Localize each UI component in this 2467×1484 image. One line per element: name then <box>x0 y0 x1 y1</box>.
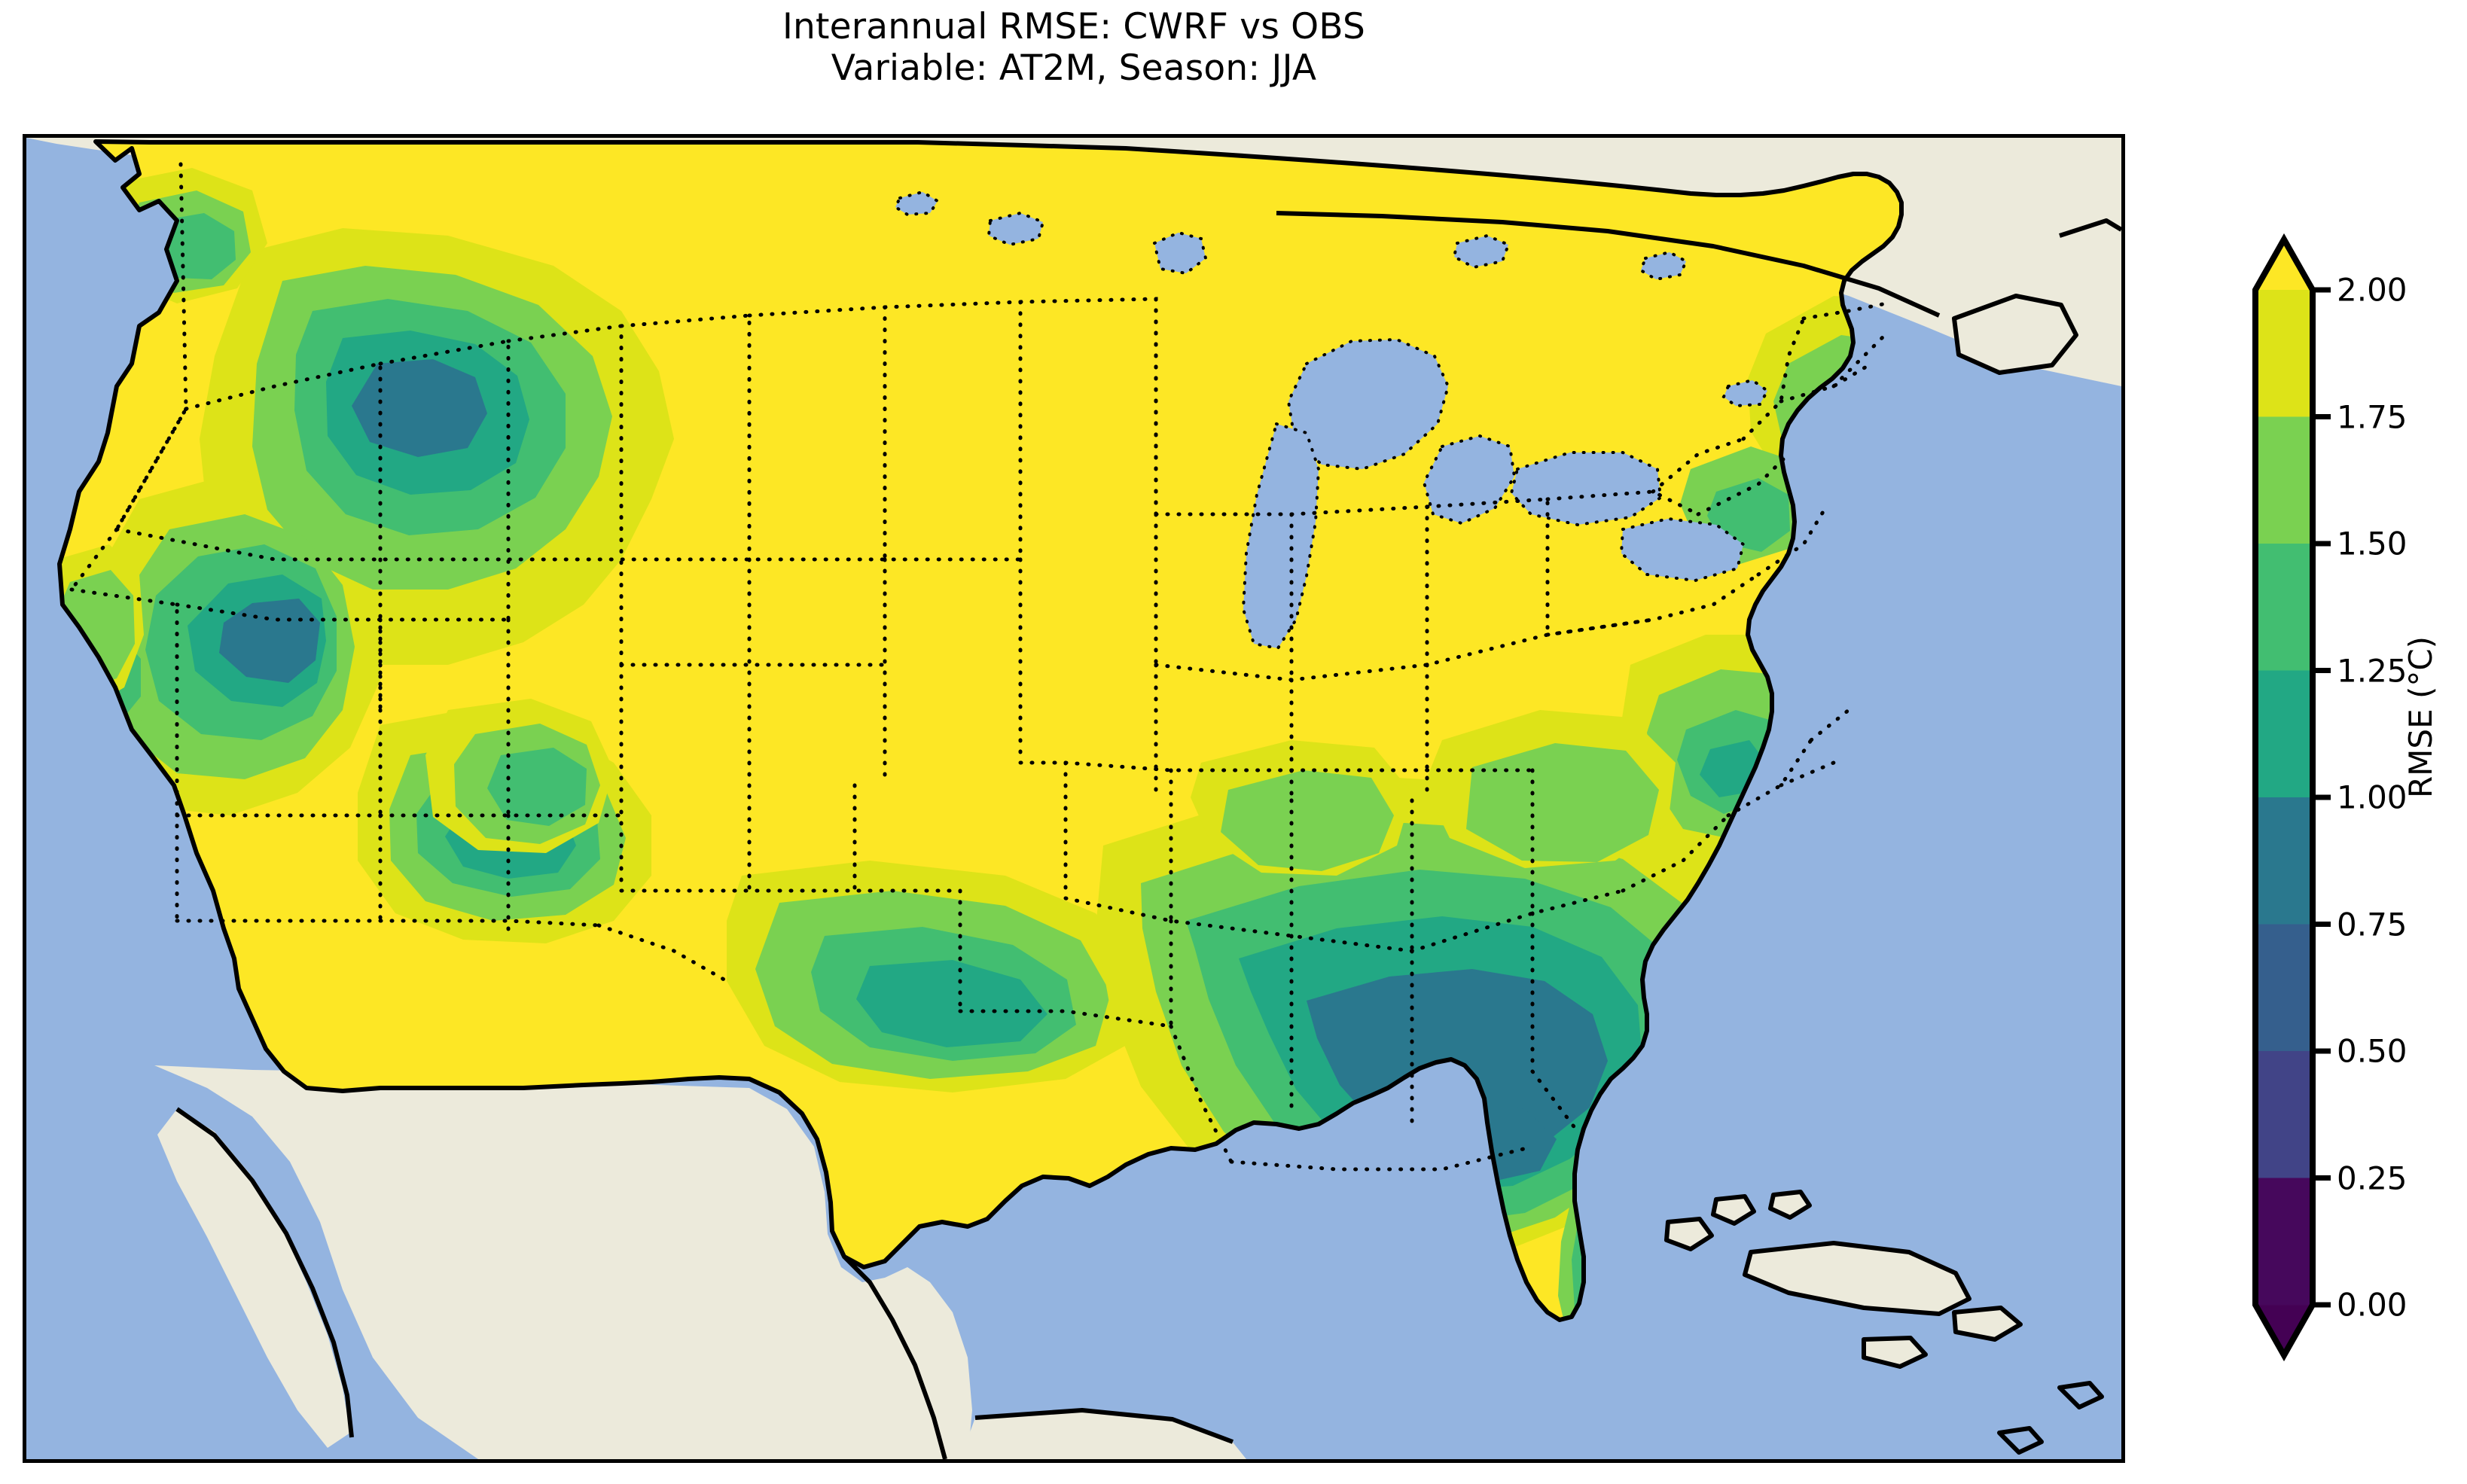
colorbar-tick-label: 0.50 <box>2337 1032 2408 1070</box>
state-border <box>378 339 511 622</box>
colorbar-tick-label: 0.25 <box>2337 1159 2408 1196</box>
colorbar-axis-label: RMSE (°C) <box>2402 635 2439 798</box>
coastline-layer <box>57 139 2121 1459</box>
colorbar-band <box>2255 1051 2313 1179</box>
coastline <box>1952 294 2078 375</box>
state-border <box>1809 708 1851 742</box>
state-border <box>69 162 188 592</box>
landmass <box>154 1065 972 1459</box>
colorbar-band <box>2255 416 2313 544</box>
lake <box>986 211 1045 247</box>
coastline <box>1276 211 1941 318</box>
rmse-contour-band <box>1466 743 1659 862</box>
colorbar-band <box>2255 290 2313 418</box>
colorbar-band <box>2255 670 2313 798</box>
colorbar-over-arrow <box>2255 239 2313 290</box>
colorbar-band <box>2255 797 2313 925</box>
colorbar-tick-label: 0.00 <box>2337 1286 2408 1324</box>
lake <box>1639 250 1688 282</box>
coastline <box>1743 1241 1971 1316</box>
lake <box>1452 233 1511 270</box>
state-border <box>175 919 601 928</box>
title-line-2: Variable: AT2M, Season: JJA <box>831 47 1317 90</box>
state-border <box>596 923 729 983</box>
landmass <box>1667 1219 1710 1248</box>
state-border <box>1063 888 1625 953</box>
colorbar-tick-label: 1.00 <box>2337 779 2408 816</box>
colorbar-tick-label: 0.75 <box>2337 906 2408 943</box>
colorbar[interactable]: 2.00 1.75 1.50 1.25 1.00 0.75 0.50 0.25 0.00 <box>2252 233 2408 1362</box>
state-border <box>1801 301 1889 321</box>
coastline <box>1952 1306 2023 1342</box>
colorbar-bands <box>2255 239 2313 1355</box>
coastline <box>1997 1426 2044 1455</box>
coastline <box>1768 1190 1812 1220</box>
state-border <box>114 527 1023 562</box>
coastline <box>842 1254 947 1459</box>
rmse-contour-band <box>487 748 587 826</box>
state-border <box>958 1009 1173 1028</box>
coastline <box>2059 218 2121 238</box>
state-border <box>506 324 624 667</box>
state-border <box>1063 760 1535 772</box>
landmass <box>2058 221 2121 288</box>
lake <box>1619 517 1746 583</box>
map-panel[interactable] <box>23 134 2125 1463</box>
state-border <box>114 407 188 532</box>
lake <box>1509 451 1663 527</box>
coastline <box>2057 1381 2104 1409</box>
figure-title: Interannual RMSE: CWRF vs OBS Variable: … <box>0 6 2148 90</box>
coastline <box>1862 1336 1928 1369</box>
rmse-contour-band <box>219 599 320 683</box>
colorbar-canvas <box>2252 233 2331 1362</box>
lake <box>1721 378 1770 408</box>
state-border <box>1530 911 1580 1134</box>
rmse-contour-band <box>856 960 1047 1047</box>
landmass <box>1713 1196 1752 1222</box>
lake <box>1152 230 1208 276</box>
coastline <box>57 139 1904 1322</box>
state-border <box>1651 437 1746 494</box>
colorbar-tick-label: 2.00 <box>2337 271 2408 309</box>
colorbar-ticks <box>2313 287 2331 1308</box>
colorbar-band <box>2255 924 2313 1052</box>
rmse-contour-band <box>352 359 487 457</box>
state-borders-layer <box>69 162 1889 1172</box>
lake <box>1422 434 1517 526</box>
state-border <box>1545 572 1761 637</box>
title-line-1: Interannual RMSE: CWRF vs OBS <box>782 6 1365 47</box>
landmass <box>1954 1308 2019 1338</box>
colorbar-band <box>2255 544 2313 672</box>
lakes-layer <box>893 190 1770 651</box>
rmse-contour-band <box>1221 770 1394 871</box>
coastline <box>974 1408 1234 1444</box>
colorbar-under-arrow <box>2255 1305 2313 1355</box>
landmass <box>157 1109 350 1448</box>
state-border <box>1621 813 1731 893</box>
lake <box>893 190 940 217</box>
state-border <box>1696 452 1791 517</box>
state-border <box>1545 489 1700 517</box>
map-canvas[interactable] <box>26 138 2121 1459</box>
colorbar-tick-label: 1.25 <box>2337 652 2408 689</box>
coastline <box>175 1107 354 1438</box>
state-border <box>1229 1144 1535 1172</box>
state-border <box>184 361 383 712</box>
lake <box>1241 422 1321 651</box>
state-border <box>1779 760 1836 788</box>
coastline <box>1711 1194 1756 1226</box>
colorbar-band <box>2255 1178 2313 1306</box>
colorbar-tick-label: 1.75 <box>2337 398 2408 435</box>
landmass <box>1954 296 2075 371</box>
colorbar-tick-label: 1.50 <box>2337 525 2408 562</box>
landmass <box>1864 1338 1924 1365</box>
coastline <box>1664 1217 1714 1251</box>
